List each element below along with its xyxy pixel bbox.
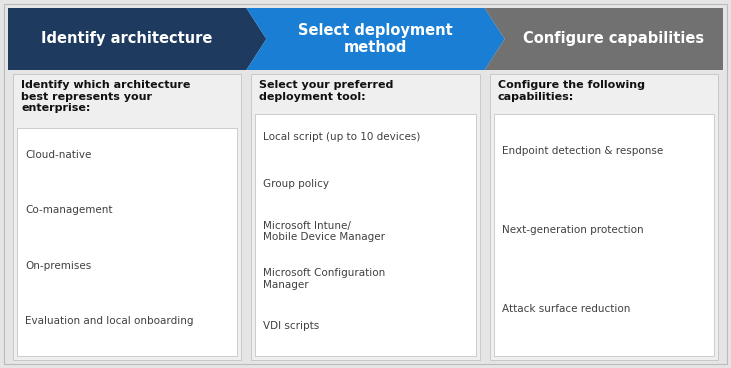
Polygon shape xyxy=(8,8,266,70)
Text: VDI scripts: VDI scripts xyxy=(263,321,319,331)
Text: Local script (up to 10 devices): Local script (up to 10 devices) xyxy=(263,132,421,142)
Text: Group policy: Group policy xyxy=(263,180,330,190)
Text: Identify architecture: Identify architecture xyxy=(42,32,213,46)
Text: Microsoft Configuration
Manager: Microsoft Configuration Manager xyxy=(263,268,385,290)
Text: Next-generation protection: Next-generation protection xyxy=(501,225,643,235)
Bar xyxy=(490,74,718,360)
Text: Configure capabilities: Configure capabilities xyxy=(523,32,705,46)
Text: Select deployment
method: Select deployment method xyxy=(298,23,453,55)
Bar xyxy=(17,128,238,356)
Polygon shape xyxy=(485,8,723,70)
Bar xyxy=(13,74,241,360)
Text: Attack surface reduction: Attack surface reduction xyxy=(501,304,630,314)
Text: Identify which architecture
best represents your
enterprise:: Identify which architecture best represe… xyxy=(21,80,190,113)
Text: Evaluation and local onboarding: Evaluation and local onboarding xyxy=(25,316,194,326)
Text: Cloud-native: Cloud-native xyxy=(25,150,91,160)
Bar xyxy=(255,114,476,356)
Text: Co-management: Co-management xyxy=(25,205,113,216)
Text: Endpoint detection & response: Endpoint detection & response xyxy=(501,146,663,156)
Text: Select your preferred
deployment tool:: Select your preferred deployment tool: xyxy=(260,80,394,102)
Text: Microsoft Intune/
Mobile Device Manager: Microsoft Intune/ Mobile Device Manager xyxy=(263,221,385,243)
Text: Configure the following
capabilities:: Configure the following capabilities: xyxy=(498,80,645,102)
Bar xyxy=(251,74,480,360)
Polygon shape xyxy=(246,8,504,70)
Bar xyxy=(493,114,714,356)
Text: On-premises: On-premises xyxy=(25,261,91,271)
